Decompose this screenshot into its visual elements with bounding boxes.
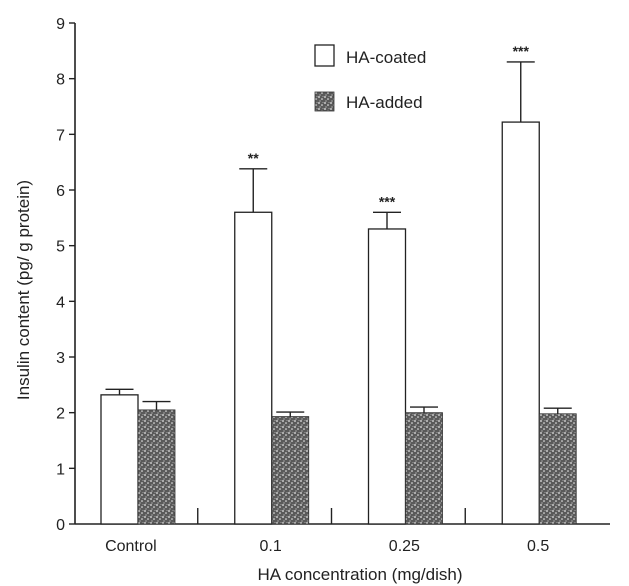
legend-label-ha-coated: HA-coated xyxy=(346,48,426,67)
error-bars xyxy=(105,61,572,417)
legend-swatch-ha-coated xyxy=(314,44,335,67)
significance-marks: ******** xyxy=(248,43,530,209)
x-tick-label: Control xyxy=(105,538,157,555)
legend-label-ha-added: HA-added xyxy=(346,93,423,112)
y-tick-label: 1 xyxy=(56,461,65,478)
y-axis-title: Insulin content (pg/ g protein) xyxy=(14,180,33,400)
bar-ha-coated-0-25 xyxy=(367,228,407,525)
y-axis-ticks: 0 1 2 3 4 5 6 7 8 9 xyxy=(56,16,75,534)
significance-mark-0-5: *** xyxy=(513,43,530,59)
bar-ha-added-0-1 xyxy=(271,416,310,525)
bar-ha-coated-0-1 xyxy=(234,211,273,525)
y-tick-label: 0 xyxy=(56,517,65,534)
bar-ha-added-control xyxy=(137,409,176,525)
bar-ha-coated-control xyxy=(100,394,139,525)
y-tick-label: 5 xyxy=(56,239,65,256)
y-tick-label: 6 xyxy=(56,183,65,200)
bar-ha-added-0-25 xyxy=(405,412,443,525)
y-tick-label: 7 xyxy=(56,127,65,144)
legend-swatch-ha-added xyxy=(314,91,335,112)
significance-mark-0-1: ** xyxy=(248,150,259,166)
significance-mark-0-25: *** xyxy=(379,193,396,209)
x-axis-title: HA concentration (mg/dish) xyxy=(257,565,462,584)
legend: HA-coated HA-added xyxy=(314,44,426,112)
x-tick-label: 0.1 xyxy=(260,538,282,555)
x-tick-label: 0.5 xyxy=(527,538,549,555)
x-tick-label: 0.25 xyxy=(389,538,420,555)
x-axis-ticks: Control 0.1 0.25 0.5 xyxy=(105,508,549,555)
bar-ha-coated-0-5 xyxy=(501,121,540,525)
bars xyxy=(100,121,577,525)
y-tick-label: 3 xyxy=(56,350,65,367)
y-tick-label: 9 xyxy=(56,16,65,33)
y-tick-label: 4 xyxy=(56,294,65,311)
y-tick-label: 2 xyxy=(56,406,65,423)
bar-ha-added-0-5 xyxy=(538,413,577,525)
y-tick-label: 8 xyxy=(56,72,65,89)
